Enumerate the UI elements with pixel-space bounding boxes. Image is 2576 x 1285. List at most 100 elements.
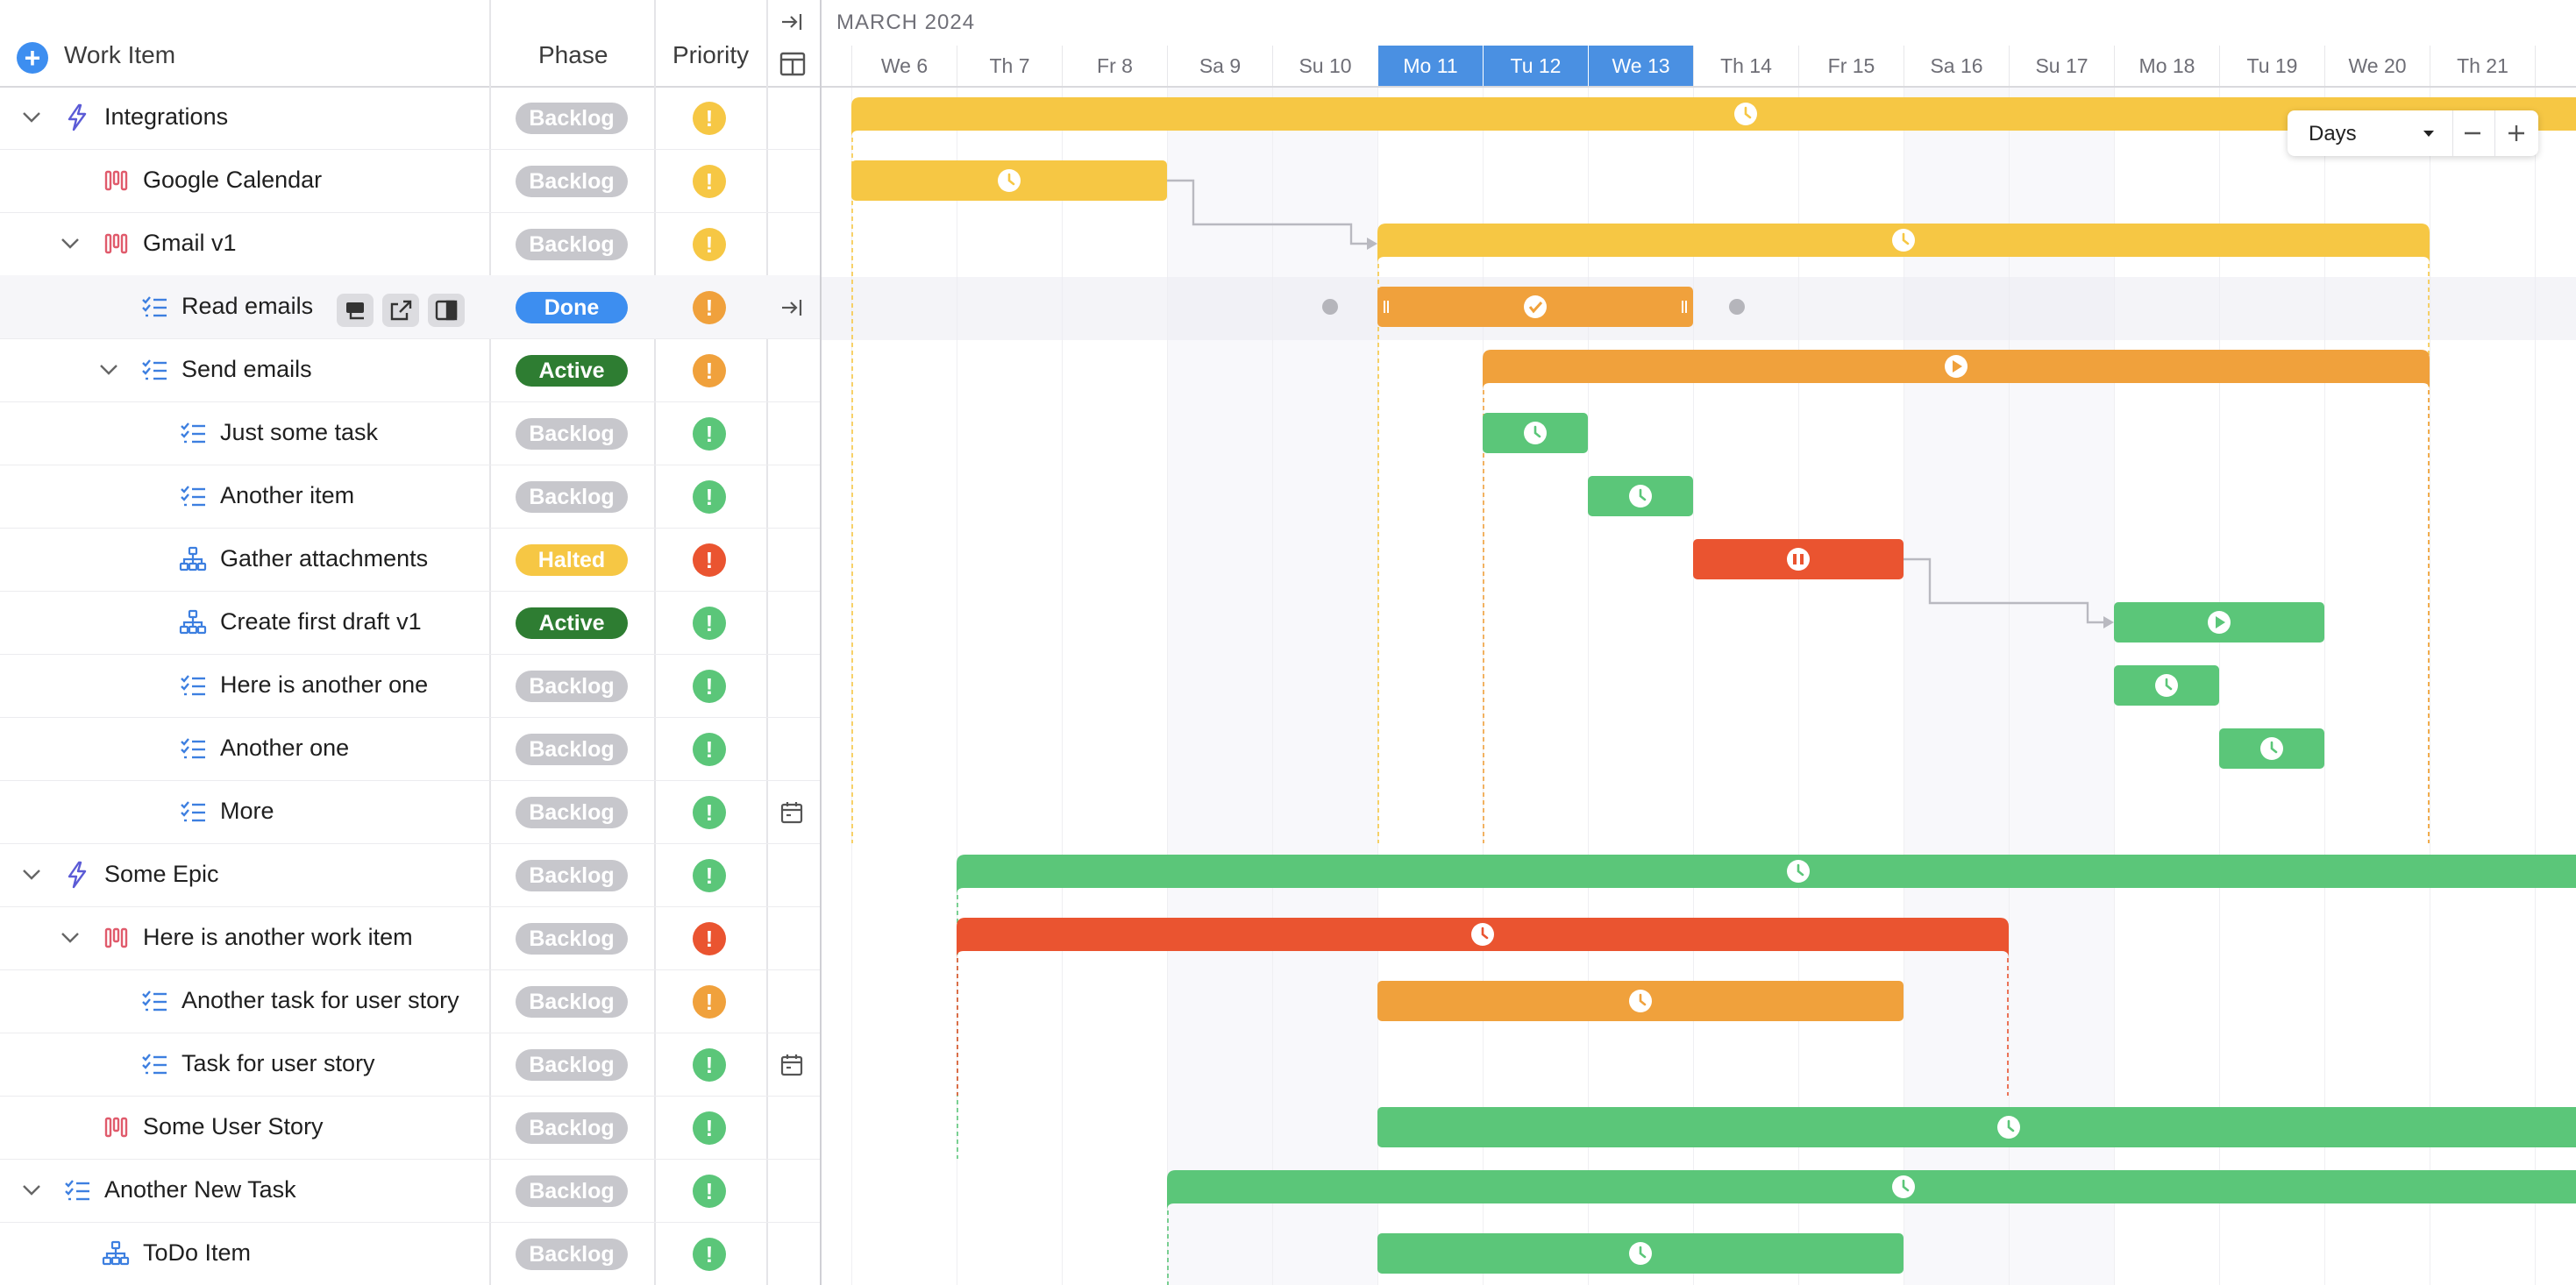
phase-badge[interactable]: Backlog <box>516 481 628 513</box>
table-row-another-task-for-user-story[interactable]: Another task for user story Backlog! <box>0 969 820 1033</box>
phase-badge[interactable]: Backlog <box>516 1239 628 1270</box>
table-row-task-for-user-story[interactable]: Task for user story Backlog! <box>0 1033 820 1097</box>
priority-green-icon[interactable]: ! <box>693 607 726 640</box>
dependency-connector-dot[interactable] <box>1322 299 1338 315</box>
priority-yellow-icon[interactable]: ! <box>693 165 726 198</box>
gantt-bar-another-task-for-user-story[interactable] <box>1377 981 1904 1021</box>
work-item-name[interactable]: Gmail v1 <box>143 230 237 256</box>
priority-green-icon[interactable]: ! <box>693 1238 726 1271</box>
priority-green-icon[interactable]: ! <box>693 733 726 766</box>
day-header-cell[interactable]: We 6 <box>851 46 957 86</box>
work-item-name[interactable]: Create first draft v1 <box>220 608 422 635</box>
phase-badge[interactable]: Backlog <box>516 229 628 260</box>
phase-badge[interactable]: Done <box>516 292 628 323</box>
phase-badge[interactable]: Backlog <box>516 734 628 765</box>
table-row-another-one[interactable]: Another one Backlog! <box>0 717 820 781</box>
add-work-item-button[interactable]: + <box>17 42 48 74</box>
phase-badge[interactable]: Backlog <box>516 1112 628 1144</box>
gantt-bar-another-item[interactable] <box>1588 476 1693 516</box>
open-external-icon[interactable] <box>382 294 419 327</box>
table-row-gather-attachments[interactable]: Gather attachments Halted! <box>0 528 820 592</box>
priority-green-icon[interactable]: ! <box>693 670 726 703</box>
day-header-cell[interactable]: Th 14 <box>1693 46 1798 86</box>
zoom-in-icon[interactable] <box>2503 121 2530 146</box>
priority-green-icon[interactable]: ! <box>693 480 726 514</box>
phase-badge[interactable]: Backlog <box>516 1175 628 1207</box>
day-header-cell[interactable]: Su 10 <box>1272 46 1377 86</box>
work-item-name[interactable]: Send emails <box>181 356 312 382</box>
chevron-down-icon[interactable] <box>93 354 125 386</box>
caret-down-icon[interactable] <box>2421 126 2437 140</box>
priority-green-icon[interactable]: ! <box>693 1175 726 1208</box>
work-item-column-header[interactable]: Work Item <box>64 41 176 68</box>
schedule-calendar-icon[interactable] <box>779 799 805 826</box>
day-header-cell[interactable]: We 13 <box>1588 46 1693 86</box>
day-header-cell[interactable]: Mo 18 <box>2114 46 2219 86</box>
work-item-name[interactable]: Here is another work item <box>143 924 413 950</box>
gantt-bar-integrations[interactable] <box>851 97 2576 138</box>
work-item-name[interactable]: Some User Story <box>143 1113 324 1139</box>
chevron-down-icon[interactable] <box>54 922 86 954</box>
day-header-cell[interactable]: Mo 11 <box>1377 46 1483 86</box>
priority-orange-icon[interactable]: ! <box>693 291 726 324</box>
dependency-connector-dot[interactable] <box>1729 299 1745 315</box>
gantt-bar-some-epic[interactable] <box>957 855 2576 895</box>
table-row-here-is-another-one[interactable]: Here is another one Backlog! <box>0 654 820 718</box>
gantt-bar-here-is-another-one[interactable] <box>2114 665 2219 706</box>
gantt-bar-create-first-draft-v1[interactable] <box>2114 602 2324 642</box>
priority-red-icon[interactable]: ! <box>693 543 726 577</box>
day-header-cell[interactable]: Tu 19 <box>2219 46 2324 86</box>
day-header-cell[interactable]: Sa 16 <box>1904 46 2009 86</box>
priority-green-icon[interactable]: ! <box>693 1111 726 1145</box>
table-row-todo-item[interactable]: ToDo Item Backlog! <box>0 1222 820 1285</box>
phase-badge[interactable]: Halted <box>516 544 628 576</box>
day-header-cell[interactable]: Fr 8 <box>1062 46 1167 86</box>
scroll-to-bar-icon[interactable] <box>779 295 805 321</box>
schedule-calendar-icon[interactable] <box>779 1052 805 1078</box>
priority-yellow-icon[interactable]: ! <box>693 102 726 135</box>
columns-layout-icon[interactable] <box>779 51 807 77</box>
work-item-name[interactable]: Google Calendar <box>143 167 323 193</box>
gantt-bar-google-calendar[interactable] <box>851 160 1167 201</box>
table-row-some-user-story[interactable]: Some User Story Backlog! <box>0 1096 820 1160</box>
phase-badge[interactable]: Backlog <box>516 418 628 450</box>
work-item-name[interactable]: Here is another one <box>220 671 429 698</box>
work-item-name[interactable]: Another item <box>220 482 355 508</box>
work-item-name[interactable]: Task for user story <box>181 1050 375 1076</box>
side-panel-icon[interactable] <box>428 294 465 327</box>
zoom-level-select[interactable]: Days <box>2309 122 2357 146</box>
phase-badge[interactable]: Backlog <box>516 986 628 1018</box>
day-header-cell[interactable]: Tu 12 <box>1483 46 1588 86</box>
work-item-name[interactable]: Some Epic <box>104 861 219 887</box>
phase-badge[interactable]: Backlog <box>516 166 628 197</box>
phase-badge[interactable]: Active <box>516 607 628 639</box>
table-row-integrations[interactable]: Integrations Backlog! <box>0 86 820 150</box>
gantt-bar-another-new-task[interactable] <box>1167 1170 2576 1210</box>
chevron-down-icon[interactable] <box>54 228 86 259</box>
table-row-create-first-draft-v1[interactable]: Create first draft v1 Active! <box>0 591 820 655</box>
table-row-just-some-task[interactable]: Just some task Backlog! <box>0 401 820 465</box>
gantt-bar-here-is-another-work-item[interactable] <box>957 918 2009 958</box>
comment-icon[interactable] <box>337 294 374 327</box>
phase-column-header[interactable]: Phase <box>538 41 608 68</box>
phase-badge[interactable]: Backlog <box>516 103 628 134</box>
phase-badge[interactable]: Backlog <box>516 671 628 702</box>
chevron-down-icon[interactable] <box>16 102 47 133</box>
priority-orange-icon[interactable]: ! <box>693 985 726 1019</box>
phase-badge[interactable]: Backlog <box>516 1049 628 1081</box>
work-item-name[interactable]: ToDo Item <box>143 1239 252 1266</box>
work-item-name[interactable]: More <box>220 798 274 824</box>
table-row-here-is-another-work-item[interactable]: Here is another work item Backlog! <box>0 906 820 970</box>
priority-column-header[interactable]: Priority <box>672 41 750 68</box>
dependency-arrow[interactable] <box>1904 557 2105 624</box>
table-row-gmail-v1[interactable]: Gmail v1 Backlog! <box>0 212 820 276</box>
work-item-name[interactable]: Just some task <box>220 419 379 445</box>
gantt-chart[interactable] <box>822 0 2576 1285</box>
zoom-out-icon[interactable] <box>2459 121 2486 146</box>
phase-badge[interactable]: Backlog <box>516 797 628 828</box>
gantt-bar-gather-attachments[interactable] <box>1693 539 1904 579</box>
table-row-some-epic[interactable]: Some Epic Backlog! <box>0 843 820 907</box>
chevron-down-icon[interactable] <box>16 859 47 891</box>
gantt-bar-read-emails[interactable] <box>1377 287 1693 327</box>
day-header-cell[interactable]: Sa 9 <box>1167 46 1272 86</box>
